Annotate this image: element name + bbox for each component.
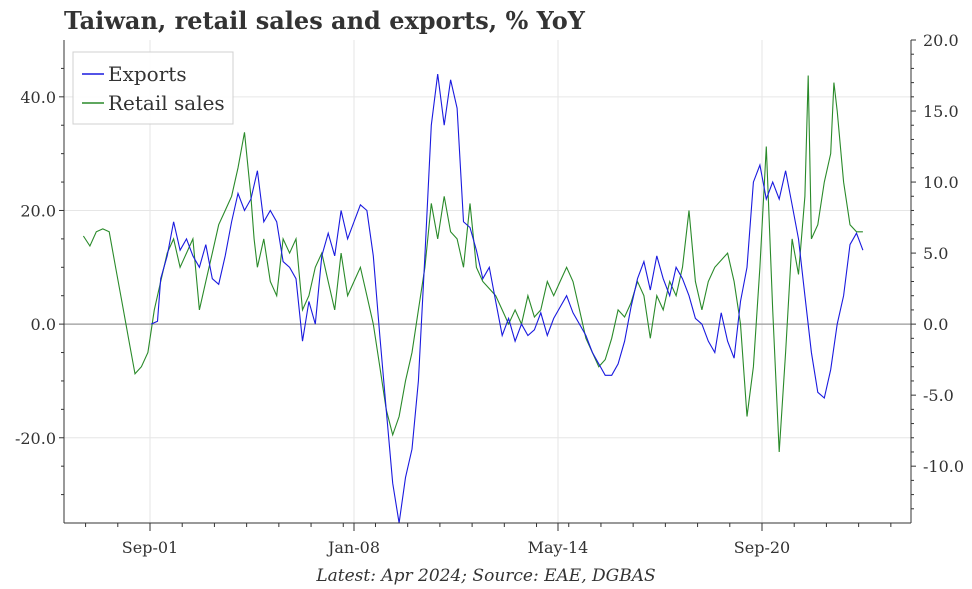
x-tick-label: May-14 xyxy=(528,538,589,557)
left-tick-label: -20.0 xyxy=(15,429,56,448)
x-tick-label: Sep-01 xyxy=(122,538,178,557)
left-tick-label: 0.0 xyxy=(31,315,56,334)
left-tick-label: 20.0 xyxy=(20,201,56,220)
right-tick-label: -10.0 xyxy=(923,457,964,476)
axes: 40.0 20.0 0.0 -20.0 20.0 15.0 10.0 5.0 0.0 -5.0 -1… xyxy=(15,31,964,557)
right-tick-label: -5.0 xyxy=(923,386,954,405)
right-tick-label: 5.0 xyxy=(923,244,948,263)
x-tick-label: Jan-08 xyxy=(326,538,380,557)
x-tick-label: Sep-20 xyxy=(734,538,790,557)
right-tick-label: 15.0 xyxy=(923,102,959,121)
legend-retail-label: Retail sales xyxy=(108,91,225,115)
right-tick-label: 10.0 xyxy=(923,173,959,192)
legend: Exports Retail sales xyxy=(72,51,234,125)
right-tick-label: 0.0 xyxy=(923,315,948,334)
series-retail-sales-line xyxy=(82,75,863,453)
chart-title: Taiwan, retail sales and exports, % YoY xyxy=(64,6,585,35)
source-caption: Latest: Apr 2024; Source: EAE, DGBAS xyxy=(316,566,656,586)
series-exports-line xyxy=(150,74,864,524)
left-tick-label: 40.0 xyxy=(20,88,56,107)
right-tick-label: 20.0 xyxy=(923,31,959,50)
legend-exports-label: Exports xyxy=(108,62,187,86)
